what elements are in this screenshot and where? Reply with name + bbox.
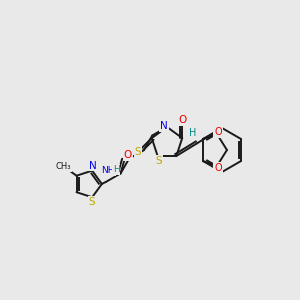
Text: CH₃: CH₃ bbox=[56, 162, 71, 171]
Text: O: O bbox=[178, 115, 186, 125]
Text: O: O bbox=[214, 163, 222, 173]
Text: H: H bbox=[189, 128, 197, 138]
Text: N: N bbox=[89, 160, 97, 171]
Text: O: O bbox=[123, 150, 132, 161]
Text: S: S bbox=[134, 147, 141, 157]
Text: H: H bbox=[113, 165, 120, 174]
Text: N: N bbox=[160, 121, 168, 131]
Text: S: S bbox=[155, 156, 162, 166]
Text: O: O bbox=[214, 127, 222, 137]
Text: S: S bbox=[89, 197, 95, 207]
Text: NH: NH bbox=[101, 166, 115, 175]
